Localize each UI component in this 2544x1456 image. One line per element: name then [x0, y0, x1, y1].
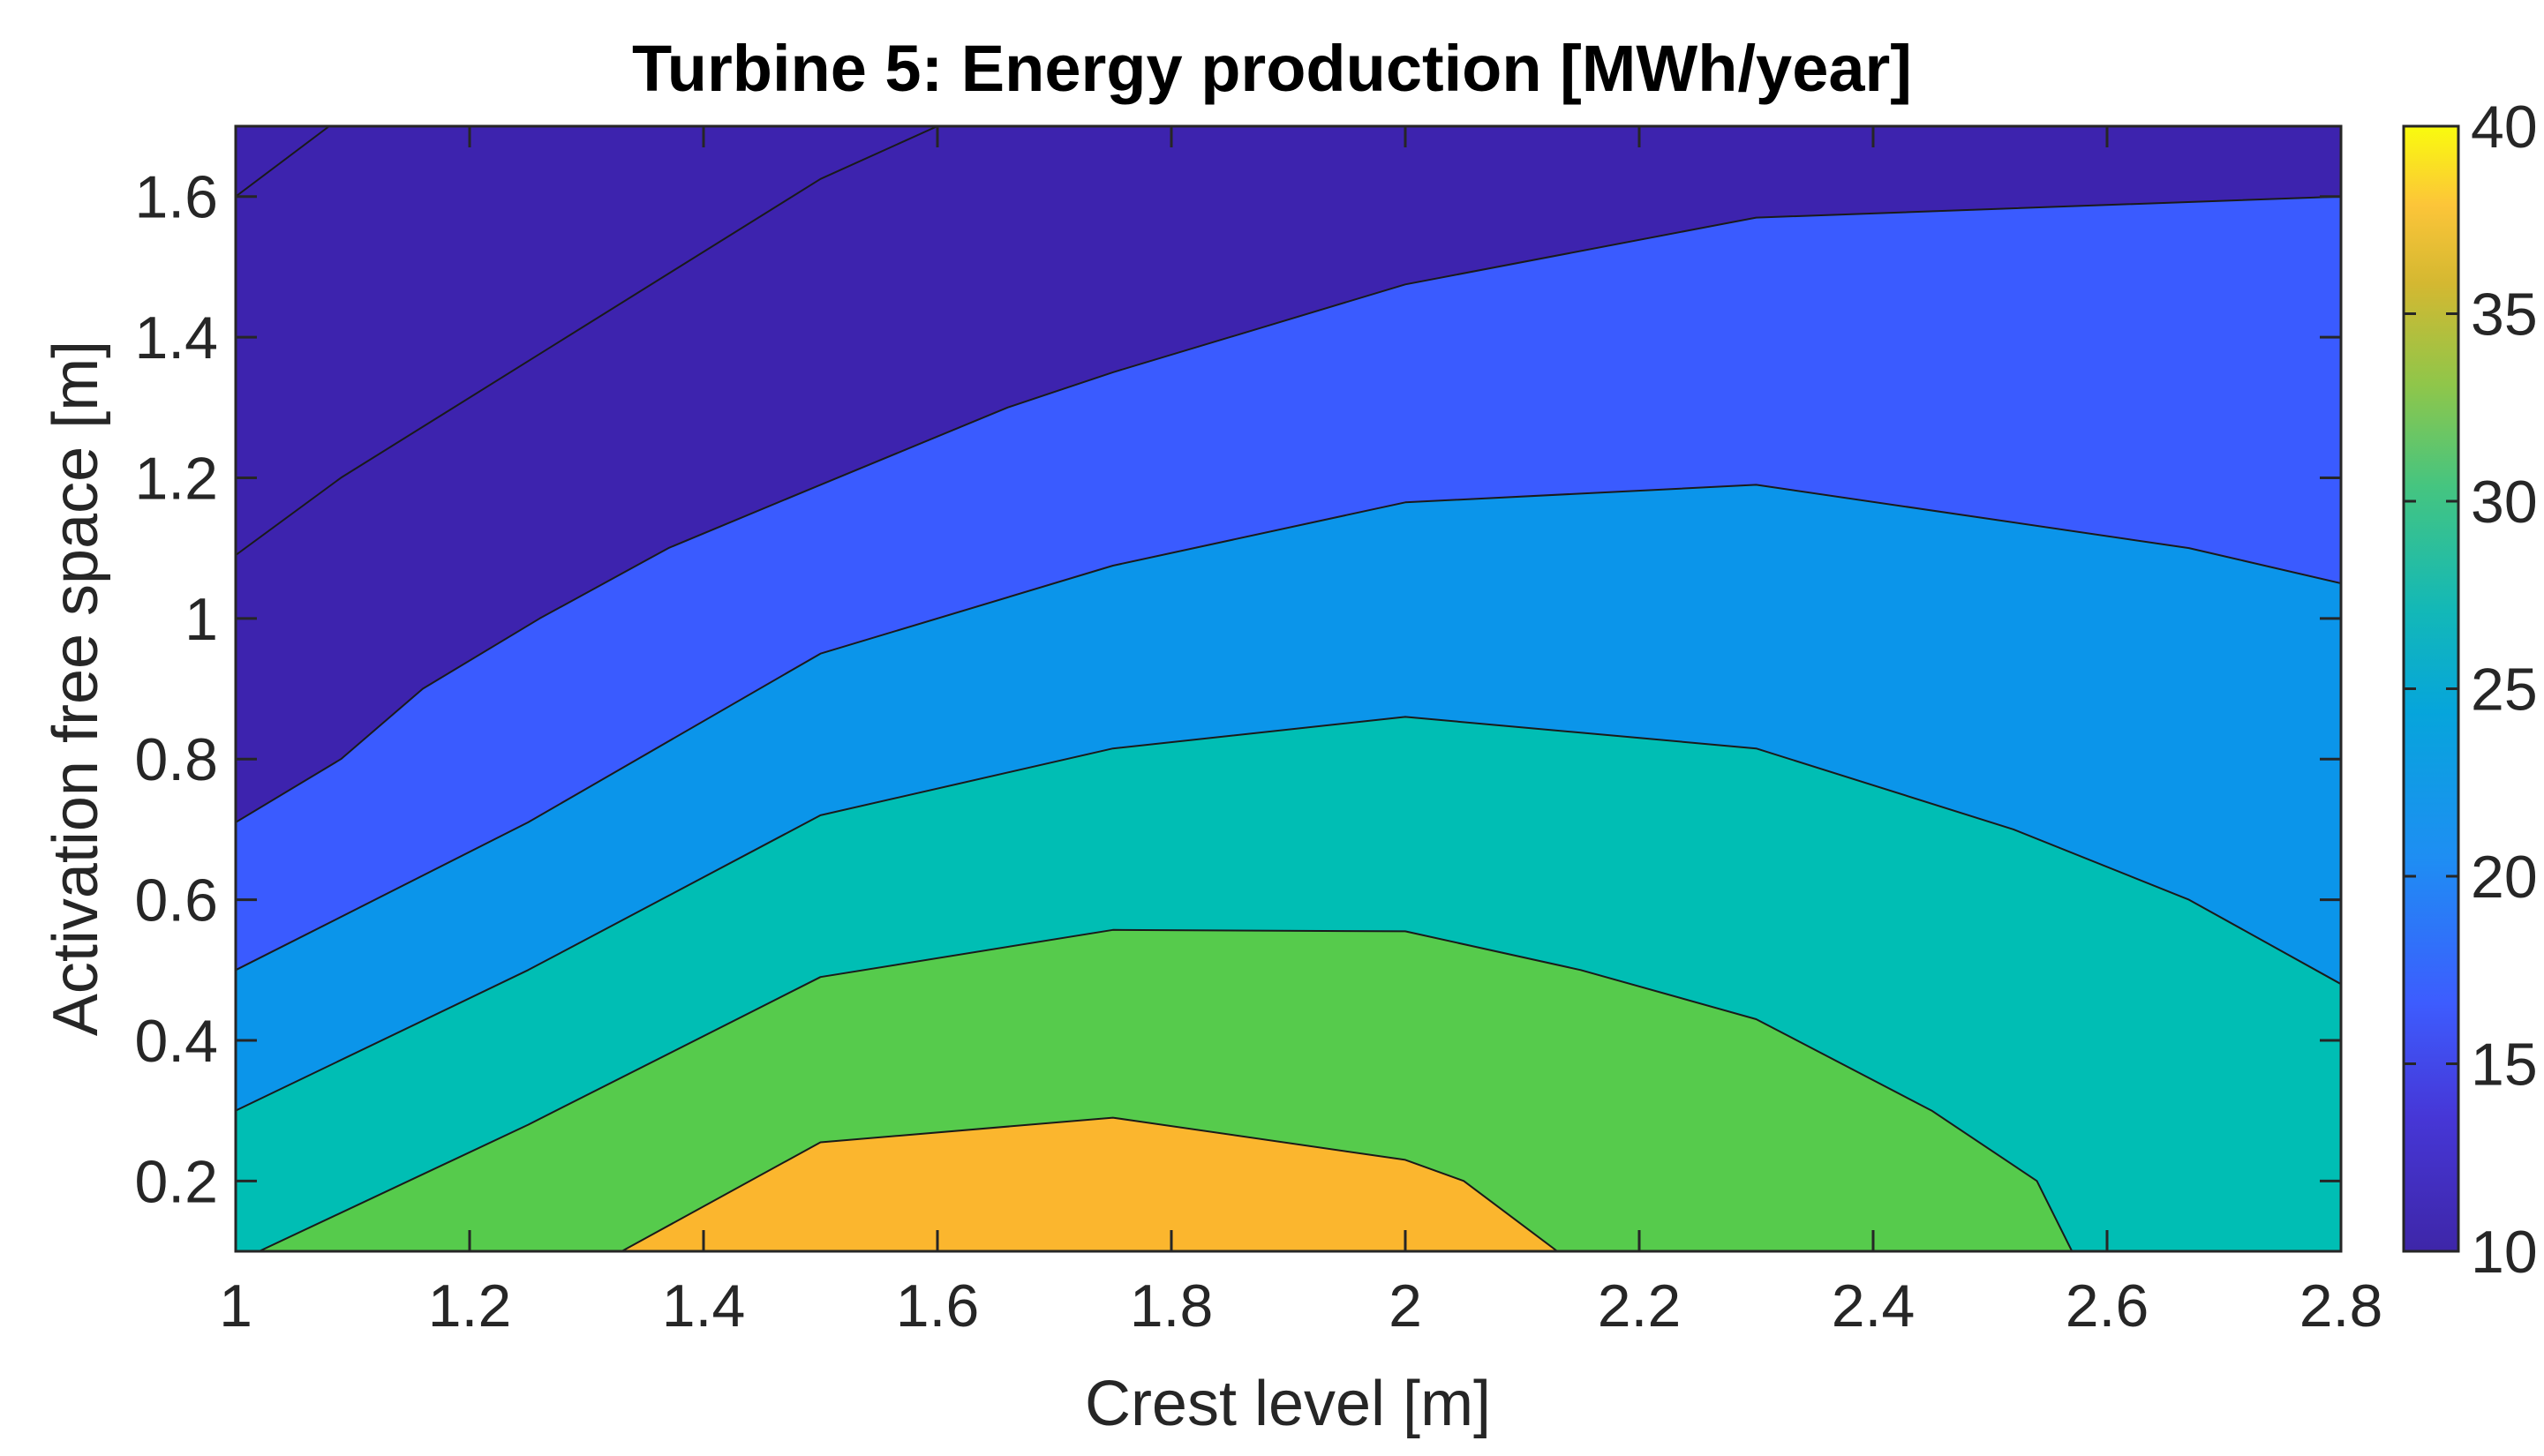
x-axis-label: Crest level [m]: [1085, 1369, 1491, 1439]
colorbar-tick-label: 10: [2471, 1219, 2538, 1286]
y-tick-label: 1.4: [134, 304, 218, 372]
colorbar-ticks: 10 15 20 25 30 35 40: [2404, 94, 2538, 1286]
x-tick-label: 2.6: [2066, 1272, 2149, 1340]
x-axis: 1 1.2 1.4 1.6 1.8 2 2.2 2.4 2.6 2.8: [219, 126, 2382, 1340]
contour-band-35-40: [621, 1117, 1558, 1251]
y-axis: 0.2 0.4 0.6 0.8 1 1.2 1.4 1.6: [134, 164, 2341, 1215]
contour-line-15: [236, 195, 2341, 823]
colorbar-tick-label: 30: [2471, 469, 2538, 536]
x-tick-label: 1.4: [662, 1272, 746, 1340]
contour-line-11: [236, 126, 330, 198]
x-tick-label: 1: [219, 1272, 252, 1340]
y-tick-label: 0.8: [134, 726, 218, 793]
colorbar-tick-label: 20: [2471, 844, 2538, 911]
x-tick-label: 2: [1389, 1272, 1422, 1340]
y-tick-label: 1: [184, 586, 218, 653]
x-tick-label: 1.2: [428, 1272, 512, 1340]
y-tick-label: 0.4: [134, 1008, 218, 1075]
y-axis-label: Activation free space [m]: [41, 341, 111, 1036]
contour-line-35: [621, 1116, 1558, 1251]
contour-line-25: [236, 716, 2341, 1112]
colorbar-tick-label: 25: [2471, 657, 2538, 724]
y-tick-label: 1.6: [134, 164, 218, 231]
contour-lines: [236, 126, 2341, 1251]
plot-frame: [234, 124, 2343, 1253]
y-tick-label: 0.2: [134, 1148, 218, 1215]
contour-line-30: [259, 928, 2074, 1251]
contour-band-30-35: [236, 929, 2073, 1251]
contour-fills: [236, 126, 2341, 1251]
chart-title: Turbine 5: Energy production [MWh/year]: [632, 32, 1912, 105]
x-tick-label: 2.4: [1832, 1272, 1916, 1340]
y-tick-label: 0.6: [134, 867, 218, 934]
contour-line-20: [236, 484, 2341, 972]
x-tick-label: 1.8: [1130, 1272, 1214, 1340]
x-tick-label: 2.8: [2299, 1272, 2383, 1340]
colorbar-tick-label: 15: [2471, 1032, 2538, 1099]
x-tick-label: 1.6: [896, 1272, 980, 1340]
contour-line-12_5: [236, 126, 938, 556]
x-tick-label: 2.2: [1598, 1272, 1682, 1340]
colorbar-tick-label: 35: [2471, 281, 2538, 349]
colorbar-tick-label: 40: [2471, 94, 2538, 161]
y-tick-label: 1.2: [134, 445, 218, 512]
